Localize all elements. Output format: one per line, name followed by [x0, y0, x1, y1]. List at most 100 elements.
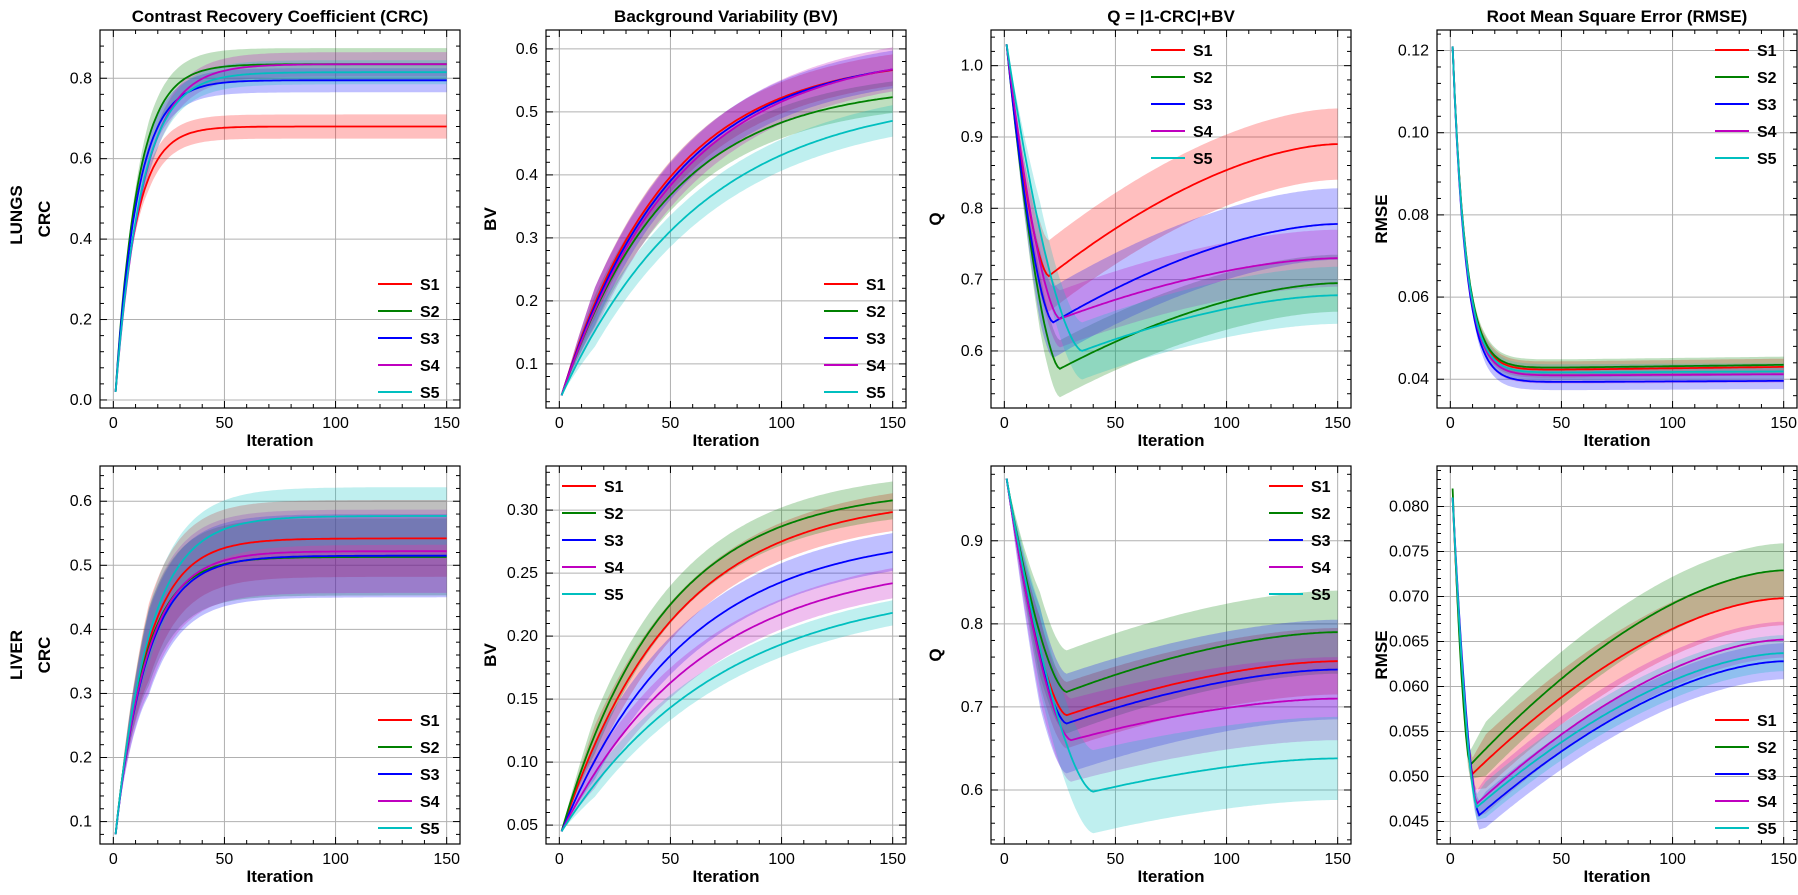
- x-tick-label: 50: [1107, 851, 1125, 868]
- y-axis-label: RMSE: [1372, 630, 1391, 679]
- y-tick-label: 0.15: [507, 691, 538, 708]
- band-S4: [1006, 44, 1338, 348]
- series-line-S2: [1005, 44, 1338, 370]
- y-tick-label: 0.2: [70, 312, 92, 329]
- y-tick-label: 0.10: [507, 754, 538, 771]
- y-axis-label: RMSE: [1372, 194, 1391, 243]
- band-S3: [561, 533, 893, 832]
- series-line-S3: [1005, 478, 1338, 725]
- series-line-S5: [1005, 478, 1338, 793]
- band-S5: [1006, 478, 1338, 834]
- axes-frame: [1436, 29, 1798, 409]
- y-axis-label: Q: [926, 212, 945, 225]
- x-tick-label: 0: [555, 415, 564, 432]
- legend-label-S5: S5: [420, 385, 440, 402]
- y-tick-label: 0.3: [70, 685, 92, 702]
- series-line-S4: [560, 68, 893, 396]
- x-tick-label: 150: [879, 851, 906, 868]
- y-axis-label: CRC: [35, 637, 54, 674]
- series-line-S1: [1005, 478, 1338, 717]
- legend-label-S2: S2: [866, 304, 886, 321]
- legend-label-S2: S2: [420, 740, 440, 757]
- band-S4: [561, 47, 893, 396]
- x-tick-label: 150: [433, 415, 460, 432]
- axes-frame: [990, 29, 1352, 409]
- series-line-S5: [114, 71, 447, 392]
- series-line-S1: [560, 511, 893, 832]
- legend: S1 S2 S3 S4 S5: [562, 479, 624, 604]
- y-tick-label: 0.2: [516, 293, 538, 310]
- legend-label-S4: S4: [1193, 124, 1213, 141]
- band-S3: [1006, 44, 1338, 359]
- series-line-S2: [1451, 488, 1784, 767]
- legend-label-S4: S4: [866, 358, 886, 375]
- y-tick-label: 0.9: [961, 129, 983, 146]
- legend-label-S3: S3: [1311, 533, 1331, 550]
- y-tick-label: 0.5: [516, 104, 538, 121]
- x-tick-label: 100: [768, 415, 795, 432]
- legend-label-S5: S5: [1193, 151, 1213, 168]
- legend: S1 S2 S3 S4 S5: [378, 713, 440, 838]
- axes-frame: [545, 29, 907, 409]
- band-S3: [561, 50, 893, 396]
- row-label-liver: LIVER: [7, 630, 26, 680]
- series-line-S1: [114, 537, 447, 835]
- legend: S1 S2 S3 S4 S5: [378, 277, 440, 402]
- y-tick-label: 0.20: [507, 628, 538, 645]
- series-line-S3: [114, 554, 447, 835]
- plot-area: [1005, 478, 1338, 834]
- band-S1: [1006, 44, 1338, 312]
- x-axis-label: Iteration: [246, 867, 313, 886]
- chart-liver-rmse: 0 50 100 150 0.045 0.050 0.055 0.060 0.065 0.070 0…: [1372, 465, 1798, 886]
- y-tick-label: 0.06: [1398, 289, 1429, 306]
- y-tick-label: 0.3: [516, 230, 538, 247]
- y-tick-label: 0.0: [70, 392, 92, 409]
- series-line-S2: [560, 96, 893, 396]
- legend: S1 S2 S3 S4 S5: [1151, 43, 1213, 168]
- legend: S1 S2 S3 S4 S5: [824, 277, 886, 402]
- x-tick-label: 100: [768, 851, 795, 868]
- band-S4: [115, 509, 447, 835]
- x-axis-label: Iteration: [1583, 867, 1650, 886]
- legend-label-S2: S2: [1757, 70, 1777, 87]
- x-tick-label: 100: [1659, 851, 1686, 868]
- y-tick-label: 0.04: [1398, 371, 1429, 388]
- y-tick-label: 0.5: [70, 557, 92, 574]
- x-tick-label: 50: [1107, 415, 1125, 432]
- series-line-S3: [114, 79, 447, 392]
- series-line-S2: [1005, 478, 1338, 693]
- band-S2: [561, 481, 893, 832]
- x-tick-label: 0: [1000, 851, 1009, 868]
- y-tick-label: 0.12: [1398, 43, 1429, 60]
- y-tick-label: 0.9: [961, 533, 983, 550]
- y-tick-label: 0.4: [70, 621, 92, 638]
- series-line-S1: [1451, 497, 1784, 776]
- band-S3: [115, 514, 447, 835]
- band-S2: [115, 518, 447, 835]
- band-S1: [561, 54, 893, 396]
- chart-liver-crc: 0 50 100 150 0.1 0.2 0.3 0.4 0.5 0.6 Iteration CRC S…: [35, 465, 461, 886]
- x-tick-label: 50: [662, 415, 680, 432]
- chart-title: Root Mean Square Error (RMSE): [1487, 7, 1748, 26]
- y-tick-label: 0.070: [1389, 589, 1429, 606]
- y-tick-label: 0.7: [961, 699, 983, 716]
- legend-label-S1: S1: [1757, 713, 1777, 730]
- series-line-S1: [114, 125, 447, 392]
- legend-label-S1: S1: [1757, 43, 1777, 60]
- axes-frame: [99, 29, 461, 409]
- series-line-S4: [1451, 46, 1784, 377]
- legend-label-S1: S1: [604, 479, 624, 496]
- legend-label-S2: S2: [1757, 740, 1777, 757]
- y-tick-label: 0.25: [507, 565, 538, 582]
- band-S4: [561, 568, 893, 832]
- x-axis-label: Iteration: [692, 867, 759, 886]
- legend-label-S5: S5: [1757, 821, 1777, 838]
- band-S4: [1452, 497, 1784, 817]
- y-tick-label: 0.6: [516, 41, 538, 58]
- legend-label-S2: S2: [604, 506, 624, 523]
- band-S4: [1006, 478, 1338, 782]
- y-axis-label: CRC: [35, 201, 54, 238]
- legend: S1 S2 S3 S4 S5: [1715, 43, 1777, 168]
- band-S5: [115, 487, 447, 835]
- series-line-S4: [114, 550, 447, 835]
